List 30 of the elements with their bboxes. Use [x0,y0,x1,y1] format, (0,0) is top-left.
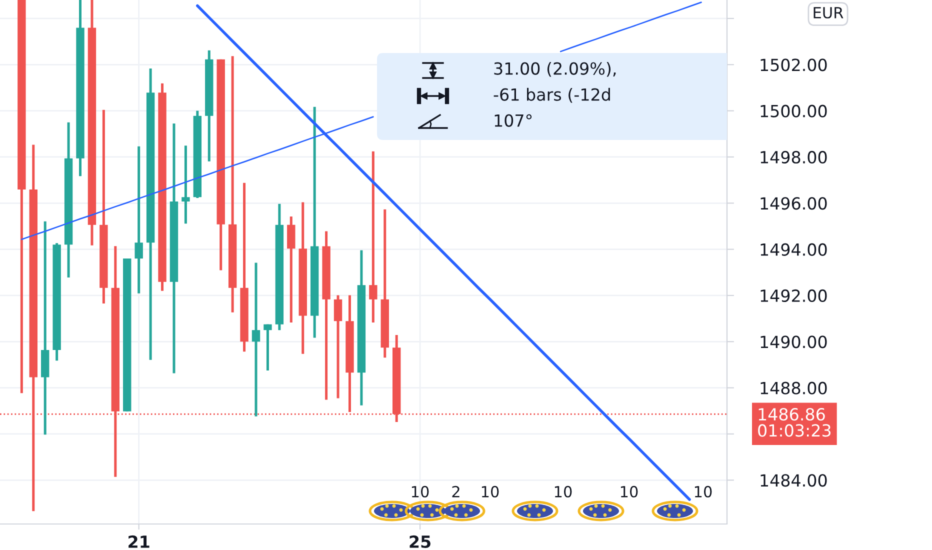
annotation: 10 [694,486,712,498]
text: EUR [814,7,844,18]
annotation: 2 [452,486,460,498]
candlestick [134,145,143,295]
annotation: 31.00 (2.09%), [494,62,616,77]
candlestick [287,215,296,324]
x-tick-label: 25 [410,535,430,548]
y-tick-label: 1500.00 [760,104,827,118]
annotation: 10 [554,486,572,498]
annotation: 10 [412,486,429,498]
annotation: 10 [482,486,499,498]
annotation: -61 bars (-12d [494,88,610,103]
y-tick-label: 1490.00 [760,336,827,348]
candlestick [41,220,50,436]
x-tick-label: 21 [128,535,150,548]
candlestick [182,144,190,225]
annotation: 107° [494,114,532,127]
y-tick-label: 1496.00 [760,197,827,210]
y-tick-label: 1498.00 [760,150,827,164]
annotation: 10 [620,486,638,498]
y-tick-label: 1488.00 [760,382,827,394]
candlestick [334,294,342,400]
y-tick-label: 1484.00 [760,474,827,487]
candlestick [369,150,378,324]
y-tick-label: 1492.00 [760,289,827,302]
candlestick [252,261,260,418]
y-tick-label: 1502.00 [760,58,827,72]
y-tick-label: 1494.00 [760,243,827,256]
ref-line-label: 1486.86 01:03:23 [758,408,831,437]
candlestick [264,323,272,372]
